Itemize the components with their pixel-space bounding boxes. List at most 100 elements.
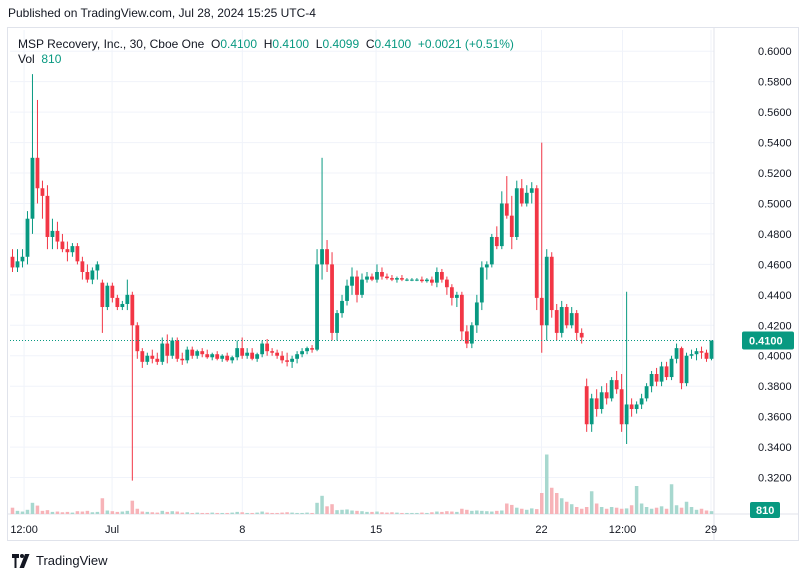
- last-price-badge: [742, 331, 794, 350]
- volume-bar: [634, 486, 639, 514]
- candle-body: [644, 386, 649, 399]
- volume-bar: [510, 504, 514, 514]
- candle-body: [135, 325, 140, 352]
- volume-bar: [410, 512, 414, 514]
- candle-body: [509, 215, 514, 237]
- chart-frame[interactable]: 0.6000 0.5800 0.5600 0.5400 0.5200 0.5000 0.48…: [7, 27, 799, 541]
- candle-body: [295, 354, 299, 359]
- volume-bar: [614, 507, 619, 514]
- candle-body: [110, 285, 115, 298]
- volume-bar: [475, 510, 479, 514]
- volume-bar: [225, 512, 229, 514]
- x-tick-label: 8: [239, 524, 245, 536]
- volume-bar: [245, 512, 249, 514]
- volume-bar: [315, 502, 319, 514]
- volume-bar: [465, 509, 469, 514]
- y-tick-label: 0.5800: [758, 77, 792, 89]
- volume-bar: [305, 512, 309, 514]
- candle-body: [85, 272, 90, 280]
- volume-bar: [115, 511, 120, 514]
- volume-bar: [205, 512, 209, 514]
- volume-bar: [45, 510, 50, 514]
- candle-body: [215, 354, 220, 359]
- candle-body: [694, 351, 699, 355]
- volume-bar: [15, 510, 20, 514]
- candle-body: [594, 398, 599, 410]
- candle-body: [240, 348, 245, 356]
- candle-body: [145, 355, 150, 362]
- y-tick-label: 0.4800: [758, 229, 792, 241]
- candle-body: [634, 404, 639, 410]
- volume-bar: [295, 512, 299, 514]
- candle-body: [474, 302, 479, 326]
- candle-body: [444, 279, 449, 288]
- candle-body: [624, 404, 629, 425]
- volume-bar: [699, 508, 704, 514]
- candle-body: [10, 256, 15, 268]
- candle-body: [529, 188, 534, 193]
- y-tick-label: 0.4000: [758, 351, 792, 363]
- volume-bar: [100, 498, 105, 514]
- footer-brand[interactable]: TradingView: [10, 553, 108, 568]
- candle-body: [280, 355, 285, 361]
- volume-bar: [689, 507, 694, 514]
- volume-bar: [395, 512, 399, 514]
- volume-bar: [105, 510, 110, 514]
- low-value: 0.4099: [322, 37, 360, 51]
- candle-body: [494, 236, 499, 247]
- x-tick-label: 12:00: [10, 524, 38, 536]
- y-tick-label: 0.5600: [758, 107, 792, 119]
- volume-bar: [485, 511, 489, 514]
- volume-bar: [270, 512, 274, 514]
- candle-body: [120, 303, 125, 308]
- candle-body: [340, 300, 344, 314]
- candlestick-chart[interactable]: 0.6000 0.5800 0.5600 0.5400 0.5200 0.5000 0.48…: [8, 28, 798, 540]
- candle-body: [639, 398, 644, 405]
- candle-body: [524, 192, 529, 204]
- volume-bar: [170, 511, 175, 514]
- volume-bar: [325, 506, 329, 514]
- candle-body: [679, 348, 684, 384]
- candle-body: [559, 307, 564, 333]
- candle-body: [454, 294, 459, 298]
- volume-bar: [165, 511, 170, 514]
- symbol-title[interactable]: MSP Recovery, Inc., 30, Cboe One: [18, 37, 205, 51]
- candle-body: [629, 404, 634, 410]
- candle-body: [564, 307, 569, 326]
- volume-bar: [70, 512, 75, 514]
- candle-body: [320, 249, 324, 265]
- candle-body: [160, 343, 165, 362]
- candle-body: [180, 358, 185, 361]
- candle-body: [439, 272, 444, 280]
- y-tick-label: 0.5200: [758, 168, 792, 180]
- volume-bar: [60, 512, 65, 514]
- volume-bar: [335, 510, 339, 514]
- volume-bar: [55, 511, 60, 514]
- volume-bar: [80, 511, 85, 514]
- volume-bar: [250, 512, 254, 514]
- candle-body: [185, 349, 190, 361]
- x-tick-label: Jul: [105, 524, 119, 536]
- volume-bar: [110, 511, 115, 514]
- candle-body: [589, 398, 594, 425]
- candle-body: [370, 276, 374, 280]
- volume-bar: [520, 508, 524, 514]
- candle-body: [689, 354, 694, 356]
- volume-bar: [400, 512, 404, 514]
- volume-bar: [330, 504, 334, 514]
- candle-body: [335, 313, 339, 333]
- volume-bar: [135, 508, 140, 514]
- last-price-label: 0.4100: [749, 336, 783, 348]
- candle-body: [569, 313, 574, 326]
- volume-bar: [285, 512, 289, 514]
- volume-bar: [554, 493, 559, 514]
- volume-bar: [515, 507, 519, 514]
- volume-bar: [30, 502, 35, 514]
- volume-bar: [120, 511, 125, 514]
- candle-body: [225, 355, 230, 361]
- candle-body: [684, 355, 689, 384]
- volume-bar: [145, 511, 150, 514]
- candle-body: [415, 279, 419, 281]
- volume-label: Vol: [18, 52, 35, 66]
